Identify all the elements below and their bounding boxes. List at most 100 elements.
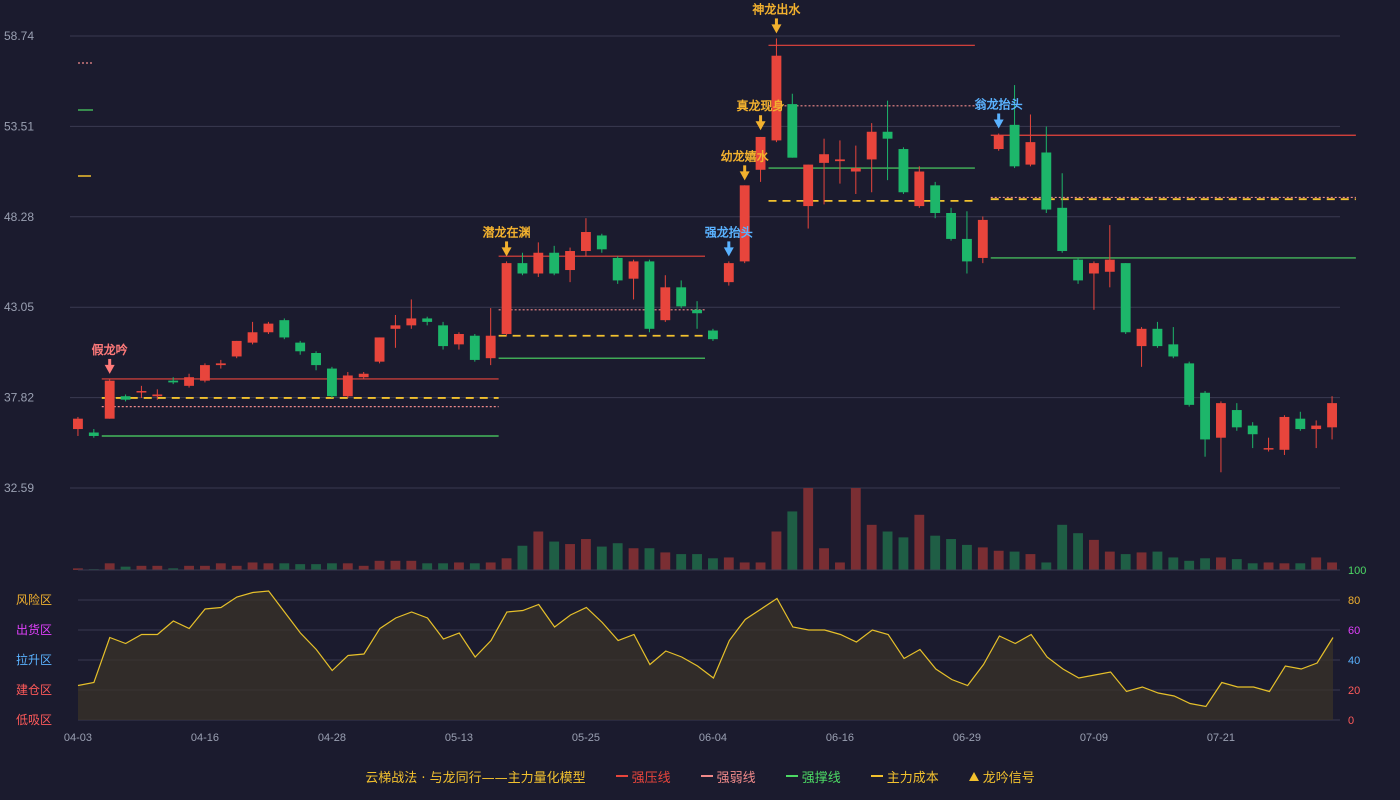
candle-body [1247, 425, 1258, 435]
signal-arrow-stem [727, 241, 731, 249]
candle [1247, 422, 1258, 449]
candle-body [517, 263, 528, 274]
volume-bar [835, 562, 845, 570]
candle [708, 328, 718, 341]
candle-body [993, 135, 1004, 150]
candle-body [723, 263, 734, 283]
candle [168, 377, 179, 385]
signal-arrow [104, 364, 115, 374]
signal-arrow [771, 24, 782, 34]
volume-bar [1057, 524, 1068, 570]
candle [930, 181, 941, 219]
volume-bar [73, 568, 83, 570]
signal-arrow [501, 247, 512, 257]
x-tick-label: 06-29 [953, 732, 981, 744]
candle [676, 280, 687, 309]
candle [73, 416, 83, 436]
volume-bar [390, 560, 401, 570]
volume-bar [676, 554, 687, 570]
legend-signal[interactable]: 龙吟信号 [968, 767, 1035, 786]
signal-arrow [755, 121, 766, 131]
signal-arrow-stem [759, 115, 763, 123]
candle-body [612, 257, 623, 281]
y-tick-label: 43.05 [4, 300, 34, 314]
volume-bar [120, 566, 131, 570]
volume-bar [914, 514, 925, 570]
legend-title: 云梯战法 · 与龙同行——主力量化模型 [365, 770, 586, 786]
candle-body [406, 318, 417, 326]
volume-bar [787, 511, 798, 570]
volume-bar [1327, 562, 1337, 570]
volume-bar [1120, 554, 1131, 570]
cost-line-icon [870, 775, 883, 777]
candle [692, 301, 702, 329]
candle [946, 207, 956, 241]
legend-cost[interactable]: 主力成本 [870, 767, 939, 786]
candle [517, 252, 528, 276]
candle-body [422, 318, 433, 322]
volume-bar [168, 568, 179, 570]
candle-body [1057, 207, 1068, 252]
volume-bar [1136, 552, 1147, 570]
osc-tick-label: 0 [1348, 715, 1354, 727]
candle [1152, 321, 1163, 348]
volume-bar [1295, 563, 1306, 570]
candle [660, 275, 671, 322]
candle [311, 351, 321, 371]
candle-body [977, 219, 988, 258]
candle [1089, 261, 1099, 310]
volume-bar [517, 545, 528, 570]
legend-weak[interactable]: 强弱线 [700, 767, 756, 786]
volume-bar [200, 565, 210, 570]
volume-bar [501, 558, 512, 570]
candle-body [1025, 142, 1036, 165]
legend: 云梯战法 · 与龙同行——主力量化模型 强压线 强弱线 强撑线 主力成本 龙吟信… [0, 764, 1400, 788]
candle-body [1089, 263, 1099, 274]
volume-bar [771, 531, 782, 570]
x-tick-label: 04-16 [191, 732, 219, 744]
candle [422, 316, 433, 326]
candle-body [247, 332, 258, 343]
candle [819, 138, 829, 205]
candle [1009, 85, 1020, 169]
candle [200, 363, 210, 383]
legend-pressure[interactable]: 强压线 [615, 767, 671, 786]
candle [184, 373, 194, 388]
volume-bar [469, 563, 480, 570]
volume-bar [1184, 560, 1195, 570]
signal-arrow-stem [505, 241, 509, 249]
volume-bar [1168, 557, 1179, 570]
volume-bar [454, 562, 464, 570]
signal-label: 幼龙嬉水 [721, 148, 770, 163]
osc-tick-label: 60 [1348, 625, 1360, 637]
volume-bar [708, 558, 718, 570]
volume-bar [962, 544, 972, 570]
candle [120, 394, 131, 402]
signal-label: 假龙吟 [92, 342, 128, 357]
candle [469, 333, 480, 362]
candle-body [628, 261, 639, 279]
candle-body [1009, 124, 1020, 167]
volume-bar [977, 547, 988, 570]
candle-body [596, 235, 607, 250]
volume-bar [1231, 559, 1242, 570]
volume-bar [215, 563, 226, 570]
candle-body [120, 396, 131, 400]
candle-body [1216, 403, 1226, 438]
x-tick-label: 05-13 [445, 732, 473, 744]
candle-body [136, 391, 147, 393]
volume-bar [596, 546, 607, 570]
volume-bar [231, 565, 242, 570]
signal-arrow-stem [997, 113, 1001, 121]
candle [1216, 401, 1226, 473]
volume-bar [533, 531, 544, 570]
candle-body [1152, 328, 1163, 347]
legend-support[interactable]: 强撑线 [785, 767, 841, 786]
signal-marker: 假龙吟 [92, 342, 128, 374]
candle-body [184, 377, 194, 386]
candle [295, 340, 306, 355]
candle-body [882, 131, 893, 139]
candle [1057, 173, 1068, 253]
candle-body [692, 309, 702, 314]
volume-bar [739, 562, 750, 570]
